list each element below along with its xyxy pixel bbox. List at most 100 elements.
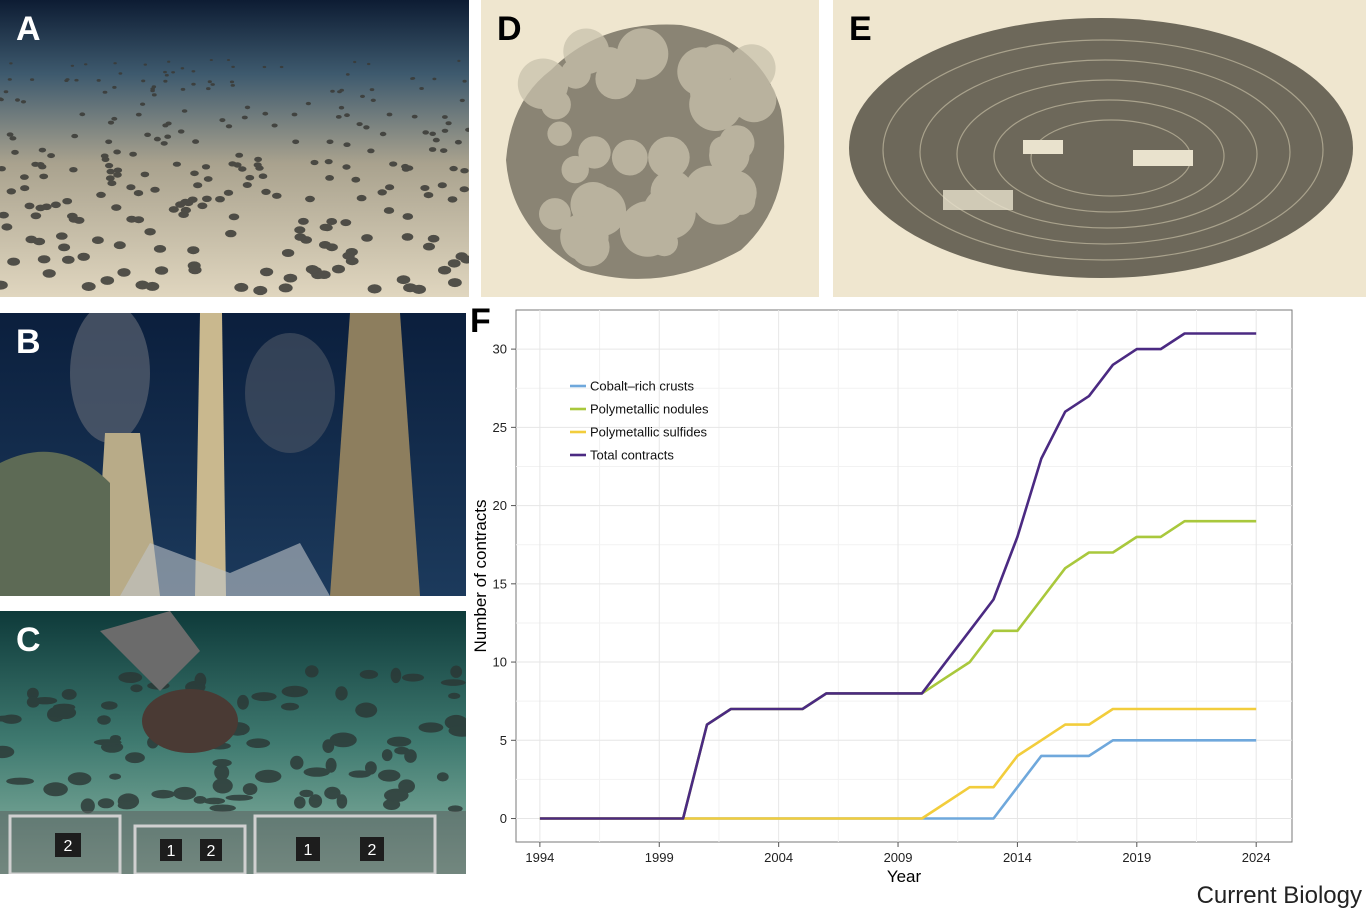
nodule-blob xyxy=(428,147,437,152)
nodule-blob xyxy=(117,801,136,810)
nodule-blob xyxy=(93,739,122,746)
nodule-blob xyxy=(187,246,200,255)
nodule-blob xyxy=(229,80,235,84)
nodule-blob xyxy=(6,777,34,785)
nodule-blob xyxy=(155,266,169,275)
nodule-blob xyxy=(129,151,137,157)
x-tick-label: 2014 xyxy=(1003,850,1032,865)
nodule-blob xyxy=(202,195,212,202)
nodule-blob xyxy=(450,665,463,678)
nodule-blob xyxy=(355,702,378,718)
nodule-blob xyxy=(210,83,215,86)
nodule-blob xyxy=(356,194,367,202)
nodule-blob xyxy=(231,65,235,68)
nodule-blob xyxy=(209,59,213,61)
nodule-blob xyxy=(440,679,466,686)
nodule-blob xyxy=(225,794,253,801)
nodule-blob xyxy=(290,755,304,770)
nodule-blob xyxy=(6,188,16,195)
nodule-blob xyxy=(7,78,12,81)
nodule-blob xyxy=(381,749,393,762)
nodule-blob xyxy=(58,243,71,252)
nodule-blob xyxy=(74,78,79,82)
nodule-blob xyxy=(319,241,331,249)
nodule-blob xyxy=(172,161,181,167)
nodule-blob xyxy=(411,77,416,80)
nodule-blob xyxy=(271,123,278,128)
nodule-blob xyxy=(102,90,108,94)
nodule-blob xyxy=(11,149,19,155)
nodule-blob xyxy=(447,259,461,268)
nodule-blob xyxy=(235,152,244,158)
nodule-blob xyxy=(113,172,122,178)
nodule-blob xyxy=(0,166,6,172)
nodule-blob xyxy=(215,196,225,203)
nodule-blob xyxy=(43,782,68,797)
nodule-blob xyxy=(197,202,208,210)
nodule-blob xyxy=(71,133,79,139)
nodule-blob xyxy=(340,219,352,227)
panel-a-photo: A xyxy=(0,0,469,297)
series-line-3 xyxy=(539,332,1257,820)
nodule-blob xyxy=(337,90,342,94)
nodule-blob xyxy=(351,176,361,183)
nodule-blob xyxy=(143,63,147,66)
nodule-blob xyxy=(325,757,337,773)
nodule-blob xyxy=(105,175,115,182)
nodule-blob xyxy=(396,275,411,285)
nodule-blob xyxy=(294,796,306,809)
nodule-blob xyxy=(30,212,42,220)
nodule-blob xyxy=(420,185,430,191)
nodule-blob xyxy=(24,202,35,210)
nodule-bump xyxy=(619,201,676,257)
nodule-blob xyxy=(345,73,350,76)
nodule-blob xyxy=(332,264,345,274)
nodule-blob xyxy=(228,213,240,221)
nodule-blob xyxy=(305,195,315,203)
nodule-blob xyxy=(384,788,409,803)
nodule-blob xyxy=(390,667,402,684)
nodule-blob xyxy=(429,131,437,136)
nodule-blob xyxy=(193,182,203,189)
nodule-blob xyxy=(39,173,49,180)
nodule-blob xyxy=(37,255,51,264)
nodule-blob xyxy=(305,265,319,274)
nodule-blob xyxy=(291,112,298,117)
panel-c-photo: 2 1 2 1 2 C xyxy=(0,611,466,874)
hydrothermal-vent-photo xyxy=(0,313,466,596)
nodule-blob xyxy=(438,265,452,275)
nodule-blob xyxy=(292,139,300,145)
nodule-blob xyxy=(237,694,249,710)
nodule-blob xyxy=(97,715,111,725)
nodule-blob xyxy=(67,772,92,786)
nodule-blob xyxy=(251,692,277,702)
nodule-blob xyxy=(219,118,226,123)
nodule-blob xyxy=(423,192,434,199)
nodule-blob xyxy=(325,175,334,181)
nodule-blob xyxy=(401,166,411,172)
nodule-blob xyxy=(41,203,52,211)
y-tick-label: 25 xyxy=(493,420,507,435)
nodule-blob xyxy=(162,123,169,128)
nodule-bump xyxy=(648,136,690,179)
nodule-blob xyxy=(281,702,299,711)
nodule-blob xyxy=(262,111,269,116)
nodule-blob xyxy=(73,216,85,224)
nodule-blob xyxy=(107,120,115,125)
nodule-bump xyxy=(684,165,735,217)
nodule-blob xyxy=(283,273,298,283)
panel-d-engraving: D xyxy=(481,0,819,297)
nodule-blob xyxy=(180,87,186,91)
nodule-blob xyxy=(457,59,461,63)
nodule-bump xyxy=(595,47,625,78)
nodule-blob xyxy=(242,182,252,188)
nodule-blob xyxy=(448,278,462,288)
nodule-blob xyxy=(175,201,186,208)
panel-letter-e: E xyxy=(849,10,872,48)
nodule-blob xyxy=(230,84,235,87)
nodule-blob xyxy=(164,134,172,139)
panel-letter-a: A xyxy=(16,10,41,48)
x-tick-label: 2024 xyxy=(1242,850,1271,865)
nodule-blob xyxy=(367,148,375,154)
nodule-blob xyxy=(135,280,150,290)
